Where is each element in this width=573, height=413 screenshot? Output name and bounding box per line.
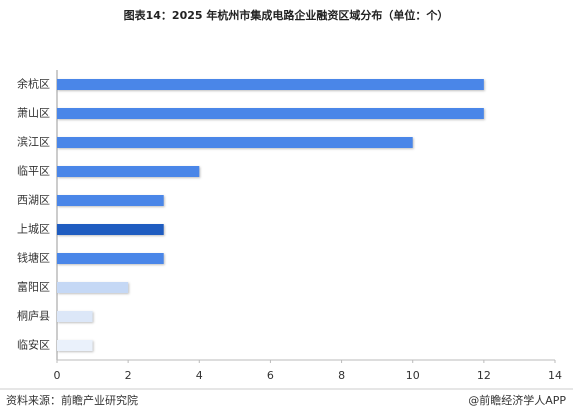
bar [57, 224, 164, 235]
y-tick-label: 临安区 [17, 338, 50, 352]
bar [57, 79, 484, 90]
x-tick-label: 10 [406, 369, 420, 382]
y-tick-label: 余杭区 [17, 77, 50, 91]
y-tick-label: 上城区 [17, 223, 50, 236]
source: 资料来源：前瞻产业研究院 [6, 393, 138, 407]
x-tick-label: 4 [196, 369, 203, 382]
x-tick-label: 6 [267, 369, 274, 382]
bar [57, 282, 129, 293]
y-tick-label: 西湖区 [17, 194, 50, 207]
x-tick-label: 14 [548, 369, 562, 382]
y-tick-label: 临平区 [17, 164, 50, 178]
x-tick-label: 0 [54, 369, 61, 382]
bar [57, 166, 200, 177]
x-tick-label: 12 [477, 369, 491, 382]
bar [57, 253, 164, 264]
chart-title: 图表14：2025 年杭州市集成电路企业融资区域分布（单位：个） [124, 8, 449, 22]
y-tick-label: 滨江区 [17, 135, 50, 149]
x-tick-label: 8 [338, 369, 345, 382]
credit: @前瞻经济学人APP [468, 393, 566, 407]
y-tick-label: 富阳区 [17, 280, 50, 294]
bar [57, 108, 484, 119]
bar [57, 195, 164, 206]
y-tick-label: 钱塘区 [17, 251, 50, 265]
x-tick-label: 2 [125, 369, 132, 382]
bar [57, 340, 93, 351]
bar [57, 311, 93, 322]
bar [57, 137, 413, 148]
y-tick-label: 萧山区 [17, 107, 50, 120]
y-tick-label: 桐庐县 [17, 309, 50, 323]
